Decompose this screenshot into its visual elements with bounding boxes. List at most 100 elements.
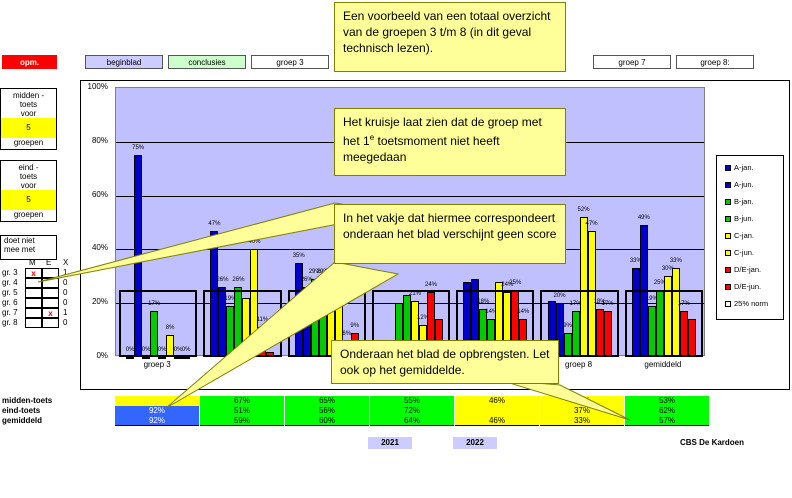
school-name: CBS De Kardoen — [680, 438, 745, 447]
col-x-label: X — [63, 258, 69, 267]
doetniet-m-cell[interactable] — [25, 278, 42, 288]
chart-legend: A-jan. A-jun. B-jan. B-jun. C-jan. C-jun. D/E-… — [716, 155, 784, 320]
legend-swatch — [725, 283, 731, 290]
bar-data-label: 18% — [593, 298, 606, 305]
legend-item: B-jan. — [725, 193, 783, 210]
year-2022[interactable]: 2022 — [453, 437, 497, 449]
beginblad-button[interactable]: beginblad — [85, 55, 163, 69]
pointer-vakje — [165, 261, 400, 409]
bar-a-jan- — [126, 357, 135, 359]
opm-button[interactable]: opm. — [2, 55, 57, 69]
legend-label: A-jun. — [734, 180, 754, 189]
legend-item: B-jun. — [725, 210, 783, 227]
bar-data-label: 26% — [300, 277, 313, 284]
summary-cell: 67% — [200, 396, 284, 406]
midden-toets-box: midden - toets voor 5 groepen — [0, 88, 57, 150]
bar-data-label: 14% — [517, 309, 530, 316]
bar-data-label: 18% — [477, 298, 490, 305]
doetniet-m-cell[interactable] — [25, 288, 42, 298]
summary-label-midden: midden-toets — [2, 396, 53, 405]
x-tick-label: groep 3 — [143, 360, 171, 369]
summary-label-eind: eind-toets — [2, 406, 41, 415]
legend-item: C-jan. — [725, 227, 783, 244]
x-tick-label: groep 8 — [564, 360, 593, 369]
legend-label: B-jun. — [734, 214, 754, 223]
bar-data-label: 17% — [601, 301, 614, 308]
bar-data-label: 47% — [585, 220, 598, 227]
eind-title-1: eind - — [18, 163, 39, 172]
summary-cell: 72% — [370, 406, 454, 416]
bar-data-label: 24% — [501, 282, 514, 289]
legend-item: A-jan. — [725, 159, 783, 176]
doetniet-m-cell[interactable] — [25, 298, 42, 308]
bar-data-label: 30% — [661, 266, 674, 273]
bar-data-label: 26% — [232, 277, 245, 284]
legend-label: A-jan. — [734, 163, 754, 172]
bar-c-jan- — [158, 357, 167, 359]
doetniet-row-label: gr. 4 — [2, 278, 18, 287]
doetniet-row-label: gr. 8 — [2, 318, 18, 327]
summary-cell: 37% — [540, 406, 624, 416]
eind-groepen-value[interactable]: 5 — [1, 190, 56, 210]
doetniet-header: doet niet mee met — [0, 235, 57, 260]
legend-swatch — [725, 266, 731, 273]
legend-label: D/E-jan. — [734, 265, 762, 274]
doetniet-x-value: 0 — [63, 288, 68, 297]
legend-item: C-jun. — [725, 244, 783, 261]
norm-box — [540, 289, 619, 357]
col-e-label: E — [46, 258, 52, 267]
legend-label: C-jun. — [734, 248, 755, 257]
bar-data-label: 8% — [165, 325, 175, 332]
doetniet-e-cell[interactable]: x — [42, 308, 59, 318]
conclusies-button[interactable]: conclusies — [168, 55, 246, 69]
y-tick-label: 60% — [91, 189, 108, 199]
doetniet-e-cell[interactable] — [42, 268, 59, 278]
summary-cell — [115, 396, 199, 406]
callout-opbrengsten: Onderaan het blad de opbrengsten. Let oo… — [331, 340, 559, 384]
bar-data-label: 20% — [553, 293, 566, 300]
bar-data-label: 19% — [224, 295, 237, 302]
legend-item: D/E-jan. — [725, 261, 783, 278]
legend-label: B-jan. — [734, 197, 754, 206]
doetniet-e-cell[interactable] — [42, 298, 59, 308]
legend-item: D/E-jun. — [725, 278, 783, 295]
bar-data-label: 47% — [208, 220, 221, 227]
groep8-button[interactable]: groep 8: — [676, 55, 754, 69]
doetniet-row-label: gr. 3 — [2, 268, 18, 277]
norm-box — [624, 289, 703, 357]
legend-swatch — [725, 300, 731, 307]
summary-cell: 46% — [455, 416, 539, 426]
bar-data-label: 0% — [181, 347, 191, 353]
bar-data-label: 0% — [157, 347, 167, 353]
legend-swatch — [725, 181, 731, 188]
midden-title-2: toets — [19, 100, 38, 109]
doetniet-e-cell[interactable] — [42, 288, 59, 298]
groep3-button[interactable]: groep 3 — [251, 55, 329, 69]
eind-toets-box: eind - toets voor 5 groepen — [0, 160, 57, 222]
summary-cell: 57% — [625, 416, 709, 426]
eind-title-3: voor — [20, 181, 37, 190]
doetniet-title-1: doet niet — [4, 236, 35, 245]
doetniet-m-cell[interactable]: x — [25, 268, 42, 278]
doetniet-x-value: 0 — [63, 318, 68, 327]
groep7-button[interactable]: groep 7 — [593, 55, 671, 69]
bar-b-jan- — [142, 357, 151, 359]
bar-data-label: 0% — [141, 347, 151, 353]
midden-groepen-value[interactable]: 5 — [1, 118, 56, 138]
col-m-label: M — [29, 258, 36, 267]
legend-label: D/E-jun. — [734, 282, 762, 291]
doetniet-title-2: mee met — [4, 245, 36, 254]
bar-data-label: 21% — [408, 290, 421, 297]
callout-kruisje: Het kruisje laat zien dat de groep met h… — [334, 108, 566, 176]
legend-swatch — [725, 249, 731, 256]
summary-label-gemiddeld: gemiddeld — [2, 416, 43, 425]
doetniet-e-cell[interactable] — [42, 318, 59, 328]
doetniet-m-cell[interactable] — [25, 318, 42, 328]
year-2021[interactable]: 2021 — [368, 437, 412, 449]
legend-item: A-jun. — [725, 176, 783, 193]
doetniet-m-cell[interactable] — [25, 308, 42, 318]
summary-cell: 55% — [370, 396, 454, 406]
callout-vakje: In het vakje dat hiermee correspondeert … — [334, 204, 566, 264]
bar-d-e-jan- — [174, 357, 183, 359]
summary-cell: 51% — [200, 406, 284, 416]
